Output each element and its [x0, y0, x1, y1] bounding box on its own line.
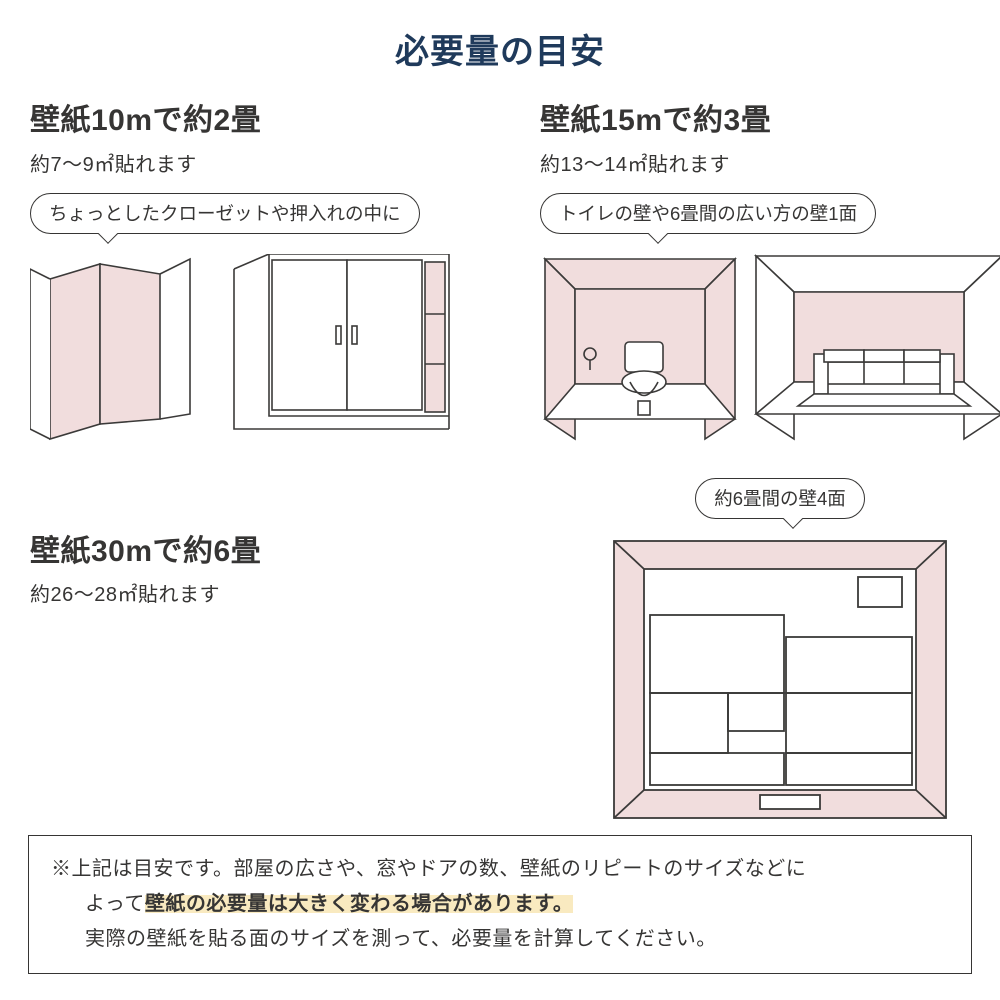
callout-text: 約6畳間の壁4面	[714, 488, 846, 509]
room-wall-illustration	[754, 254, 1000, 444]
section-30m-sub: 約26〜28㎡貼れます	[30, 578, 510, 607]
section-15m-illustrations	[540, 254, 1000, 444]
section-15m-callout: トイレの壁や6畳間の広い方の壁1面	[540, 193, 876, 234]
section-30m-title: 壁紙30mで約6畳	[30, 532, 510, 573]
callout-tail-icon	[783, 509, 803, 529]
note-line1: ※上記は目安です。部屋の広さや、窓やドアの数、壁紙のリピートのサイズなどに	[51, 858, 806, 880]
section-30m-illustration-block: 約6畳間の壁4面	[540, 462, 1000, 822]
sections-grid: 壁紙10mで約2畳 約7〜9㎡貼れます ちょっとしたクローゼットや押入れの中に	[0, 101, 1000, 822]
section-10m: 壁紙10mで約2畳 約7〜9㎡貼れます ちょっとしたクローゼットや押入れの中に	[30, 101, 510, 444]
room-plan-illustration	[610, 537, 950, 822]
toilet-illustration	[540, 254, 740, 444]
callout-text: トイレの壁や6畳間の広い方の壁1面	[559, 203, 857, 224]
page-title: 必要量の目安	[0, 0, 1000, 101]
section-30m: 壁紙30mで約6畳 約26〜28㎡貼れます	[30, 532, 510, 822]
note-line3: 実際の壁紙を貼る面のサイズを測って、必要量を計算してください。	[85, 928, 717, 950]
section-30m-callout: 約6畳間の壁4面	[695, 478, 865, 519]
section-15m: 壁紙15mで約3畳 約13〜14㎡貼れます トイレの壁や6畳間の広い方の壁1面	[540, 101, 1000, 444]
section-10m-sub: 約7〜9㎡貼れます	[30, 148, 510, 177]
closet-illustration	[30, 254, 210, 444]
oshiire-illustration	[224, 254, 454, 444]
section-15m-sub: 約13〜14㎡貼れます	[540, 148, 1000, 177]
callout-text: ちょっとしたクローゼットや押入れの中に	[49, 203, 401, 224]
callout-tail-icon	[648, 224, 668, 244]
section-10m-title: 壁紙10mで約2畳	[30, 101, 510, 142]
note-box: ※上記は目安です。部屋の広さや、窓やドアの数、壁紙のリピートのサイズなどに よっ…	[28, 835, 972, 974]
section-10m-illustrations	[30, 254, 510, 444]
note-line2-prefix: よって	[85, 893, 145, 915]
note-highlight: 壁紙の必要量は大きく変わる場合があります。	[145, 893, 574, 915]
section-10m-callout: ちょっとしたクローゼットや押入れの中に	[30, 193, 420, 234]
section-15m-title: 壁紙15mで約3畳	[540, 101, 1000, 142]
callout-tail-icon	[98, 224, 118, 244]
